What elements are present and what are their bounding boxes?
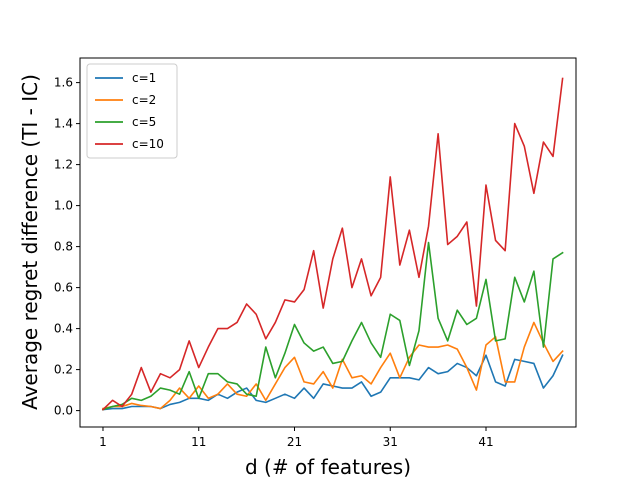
x-tick-label: 31 <box>383 435 398 449</box>
legend-label-c=5: c=5 <box>132 115 156 129</box>
x-axis-ticks: 1 11 21 31 41 <box>99 427 494 449</box>
legend-label-c=2: c=2 <box>132 93 156 107</box>
series-line-c=2 <box>102 321 564 410</box>
x-tick-label: 1 <box>99 435 107 449</box>
series-layer <box>101 77 564 411</box>
y-tick-label: 0.8 <box>54 240 73 254</box>
y-tick-label: 1.0 <box>54 199 73 213</box>
x-axis-title: d (# of features) <box>245 455 411 479</box>
y-tick-label: 0.4 <box>54 322 73 336</box>
y-tick-label: 0.6 <box>54 281 73 295</box>
x-tick-label: 11 <box>191 435 206 449</box>
y-axis-title: Average regret difference (TI - IC) <box>18 74 42 410</box>
x-tick-label: 21 <box>287 435 302 449</box>
series-line-c=5 <box>101 241 564 411</box>
x-tick-label: 41 <box>478 435 493 449</box>
axes-frame <box>79 57 577 428</box>
y-tick-label: 0.2 <box>54 363 73 377</box>
y-tick-label: 1.2 <box>54 158 73 172</box>
y-tick-label: 1.6 <box>54 76 73 90</box>
y-tick-label: 1.4 <box>54 117 73 131</box>
legend-label-c=10: c=10 <box>132 137 164 151</box>
y-tick-label: 0.0 <box>54 404 73 418</box>
series-line-c=10 <box>101 77 564 411</box>
legend: c=1 c=2 c=5 c=10 <box>86 63 178 159</box>
legend-label-c=1: c=1 <box>132 71 156 85</box>
y-axis-ticks: 0.0 0.2 0.4 0.6 0.8 1.0 1.2 1.4 1.6 <box>54 76 80 418</box>
legend-box <box>86 63 178 159</box>
